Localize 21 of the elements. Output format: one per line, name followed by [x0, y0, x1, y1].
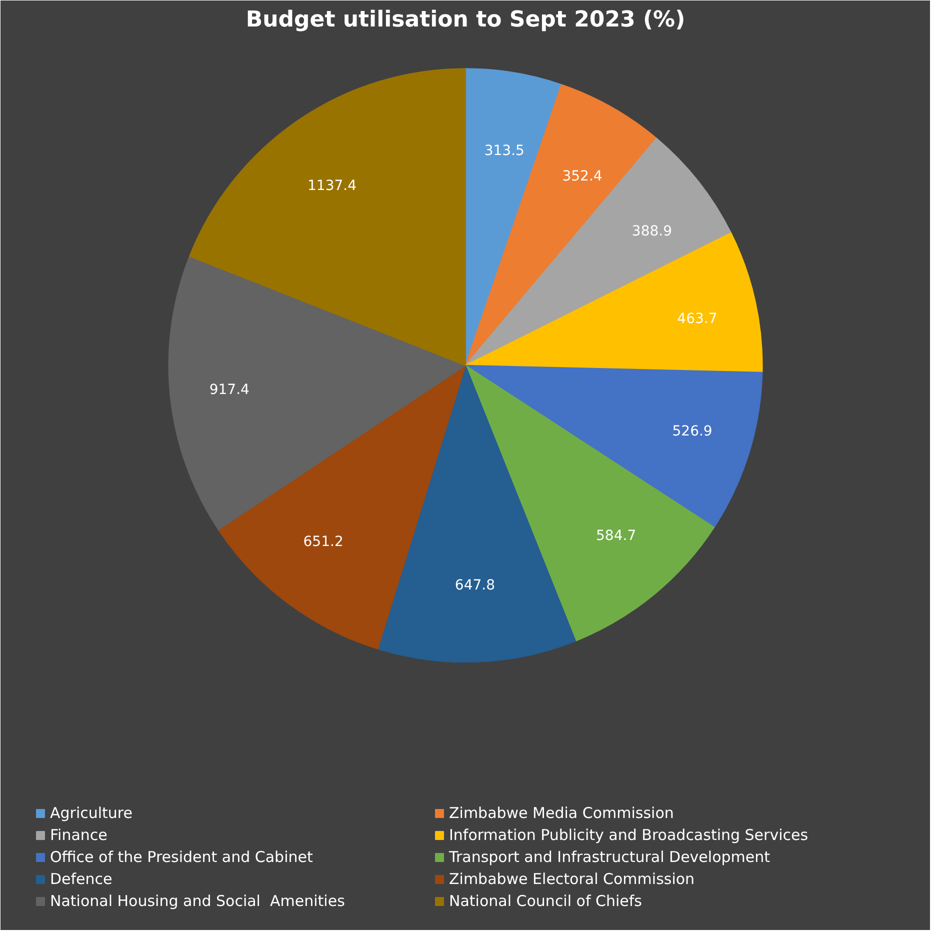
- data-label: 388.9: [632, 224, 672, 240]
- legend-label: Office of the President and Cabinet: [50, 848, 314, 866]
- data-label: 647.8: [454, 577, 496, 594]
- legend-label: Transport and Infrastructural Development: [449, 848, 771, 866]
- legend-label: Information Publicity and Broadcasting Services: [449, 826, 810, 844]
- data-label: 917.4: [209, 382, 250, 398]
- legend-label: Defence: [50, 870, 114, 888]
- data-label: 352.4: [562, 168, 602, 185]
- chart-title: Budget utilisation to Sept 2023 (%): [246, 8, 686, 32]
- data-label: 1137.4: [308, 178, 357, 194]
- legend-label: Zimbabwe Electoral Commission: [449, 870, 696, 888]
- data-label: 526.9: [672, 424, 712, 440]
- data-label: 651.2: [303, 534, 344, 550]
- legend-label: National Housing and Social Amenities: [50, 892, 346, 910]
- data-label: 584.7: [596, 528, 636, 544]
- legend-label: Zimbabwe Media Commission: [449, 804, 675, 822]
- data-label: 313.5: [484, 143, 524, 160]
- legend-label: Agriculture: [50, 804, 134, 822]
- legend-label: National Council of Chiefs: [449, 892, 643, 910]
- legend-label: Finance: [50, 826, 108, 844]
- data-label: 463.7: [677, 311, 718, 328]
